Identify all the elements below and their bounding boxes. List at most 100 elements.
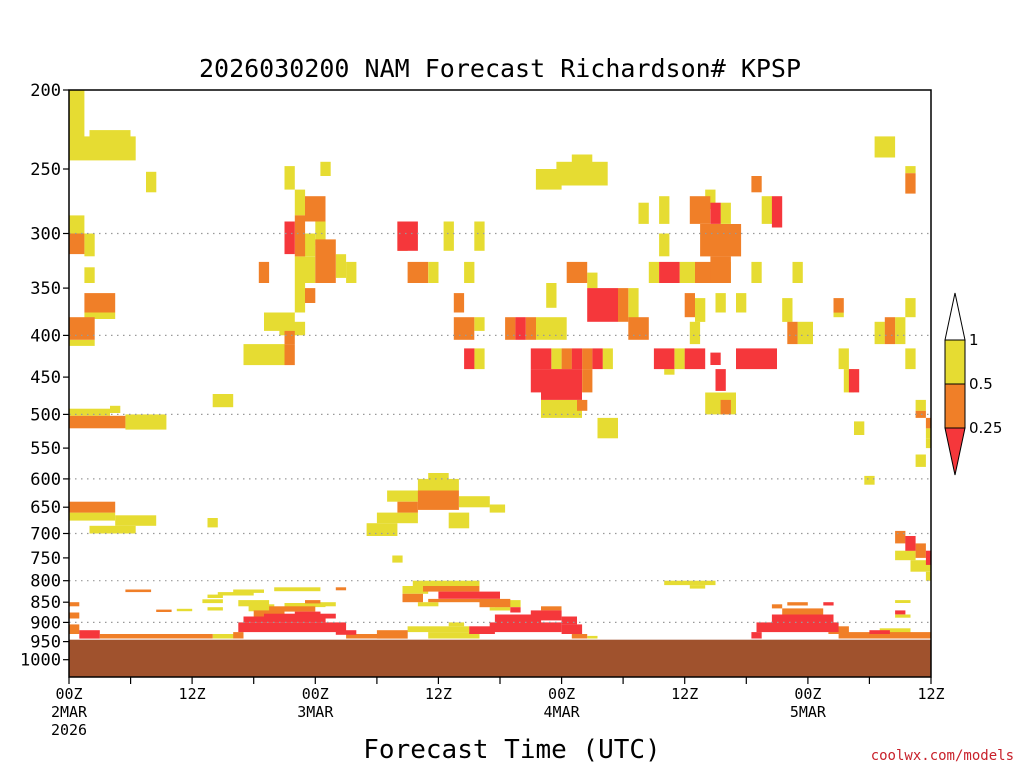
ri-cell-0p5-1 — [392, 555, 403, 563]
y-tick-label: 850 — [30, 593, 61, 613]
ri-cell-0p25-0p5 — [69, 501, 116, 513]
ri-cell-lt-0p25 — [489, 622, 562, 633]
ri-cell-0p5-1 — [238, 600, 270, 607]
ri-cell-0p5-1 — [84, 233, 95, 257]
ri-cell-0p5-1 — [689, 321, 701, 345]
colorbar-bottom-arrow — [944, 427, 966, 476]
credit-text: coolwx.com/models — [871, 748, 1014, 764]
ri-cell-lt-0p25 — [438, 591, 500, 599]
ri-cell-0p25-0p5 — [453, 317, 475, 340]
ri-cell-0p25-0p5 — [156, 609, 172, 612]
ri-cell-lt-0p25 — [571, 348, 583, 370]
ri-cell-0p5-1 — [69, 339, 95, 346]
ri-cell-0p25-0p5 — [69, 233, 85, 255]
ri-cell-0p25-0p5 — [305, 288, 316, 303]
ri-cell-0p5-1 — [720, 202, 731, 224]
ri-cell-0p25-0p5 — [566, 261, 588, 283]
ri-cell-0p25-0p5 — [423, 586, 480, 592]
colorbar-bin-0p5-1 — [944, 339, 966, 385]
ri-cell-0p5-1 — [864, 475, 875, 485]
ri-cell-0p5-1 — [110, 405, 121, 413]
ri-cell-0p25-0p5 — [700, 224, 742, 257]
ri-cell-0p25-0p5 — [915, 543, 926, 558]
ri-cell-0p5-1 — [217, 592, 254, 596]
ri-cell-0p5-1 — [761, 196, 772, 224]
ri-cell-lt-0p25 — [541, 369, 582, 400]
ri-cell-0p25-0p5 — [684, 293, 695, 318]
ground-fill — [69, 639, 931, 677]
ri-cell-0p5-1 — [294, 256, 316, 283]
ri-cell-lt-0p25 — [736, 348, 777, 370]
ri-cell-0p25-0p5 — [376, 630, 408, 639]
ri-cell-0p5-1 — [407, 626, 470, 633]
ri-cell-0p25-0p5 — [84, 293, 116, 313]
colorbar: 1 0.5 0.25 — [944, 292, 1002, 476]
ri-cell-0p5-1 — [910, 560, 931, 572]
ri-cell-0p5-1 — [146, 171, 157, 193]
ri-cell-0p5-1 — [69, 90, 85, 140]
ri-cell-0p5-1 — [879, 628, 911, 634]
ri-cell-0p5-1 — [489, 504, 506, 513]
ri-cell-0p5-1 — [387, 490, 429, 502]
ri-cell-0p25-0p5 — [428, 598, 500, 603]
ri-cell-0p5-1 — [838, 348, 849, 370]
ri-cell-0p5-1 — [248, 604, 275, 612]
ri-cell-0p25-0p5 — [284, 344, 295, 366]
y-tick-label: 300 — [30, 225, 61, 245]
ri-cell-lt-0p25 — [751, 632, 762, 639]
ri-cell-0p5-1 — [320, 161, 331, 176]
ri-cell-0p25-0p5 — [315, 239, 336, 283]
ri-cell-0p5-1 — [294, 189, 306, 216]
ri-cell-0p5-1 — [874, 136, 896, 158]
colorbar-label: 1 — [969, 331, 979, 349]
ri-cell-0p5-1 — [474, 317, 485, 331]
ri-cell-0p5-1 — [695, 298, 706, 322]
x-axis-label: Forecast Time (UTC) — [363, 735, 660, 765]
y-tick-label: 950 — [30, 633, 61, 653]
ri-cell-lt-0p25 — [79, 630, 100, 639]
plot-frame — [68, 89, 932, 678]
ri-cell-0p25-0p5 — [561, 348, 572, 370]
ri-cell-0p5-1 — [602, 348, 613, 370]
ri-cell-0p25-0p5 — [787, 321, 798, 345]
ri-cell-0p5-1 — [69, 215, 85, 234]
ri-cell-0p5-1 — [556, 161, 608, 186]
ri-cell-0p25-0p5 — [541, 606, 562, 611]
ri-cell-0p25-0p5 — [577, 399, 588, 411]
ri-cell-0p5-1 — [638, 202, 649, 224]
ri-cell-0p5-1 — [489, 607, 511, 611]
ri-cell-0p5-1 — [915, 399, 926, 411]
ri-cell-0p5-1 — [202, 599, 223, 604]
ri-cell-0p5-1 — [541, 399, 582, 418]
ri-cell-0p5-1 — [895, 317, 906, 345]
ri-cell-lt-0p25 — [335, 630, 357, 635]
ri-cell-0p25-0p5 — [453, 293, 465, 313]
ri-cell-0p25-0p5 — [710, 256, 731, 283]
ri-cell-0p5-1 — [874, 321, 885, 345]
ri-cell-0p25-0p5 — [582, 348, 593, 370]
y-tick-label: 600 — [30, 470, 61, 490]
ri-cell-0p5-1 — [854, 421, 865, 435]
ri-cell-lt-0p25 — [264, 613, 336, 619]
colorbar-top-arrow — [944, 292, 966, 341]
ri-cell-0p5-1 — [402, 586, 429, 594]
ri-cell-0p5-1 — [587, 635, 598, 639]
ri-cell-0p5-1 — [464, 261, 475, 283]
ri-cell-lt-0p25 — [715, 369, 726, 391]
x-tick-label: 2MAR — [51, 703, 88, 721]
ri-cell-lt-0p25 — [869, 630, 890, 634]
ri-cell-lt-0p25 — [771, 614, 834, 623]
ri-cell-0p25-0p5 — [397, 501, 418, 513]
ri-cell-0p5-1 — [315, 602, 336, 607]
ri-cell-0p25-0p5 — [771, 604, 783, 609]
ri-cell-lt-0p25 — [710, 202, 721, 224]
ri-cell-0p25-0p5 — [269, 606, 316, 612]
ri-cell-0p5-1 — [448, 512, 470, 529]
chart-title: 2026030200 NAM Forecast Richardson# KPSP — [199, 54, 801, 83]
ri-cell-0p5-1 — [294, 283, 306, 313]
y-tick-label: 1000 — [20, 651, 61, 671]
ri-cell-0p5-1 — [346, 261, 357, 283]
ri-cell-0p5-1 — [176, 608, 193, 612]
